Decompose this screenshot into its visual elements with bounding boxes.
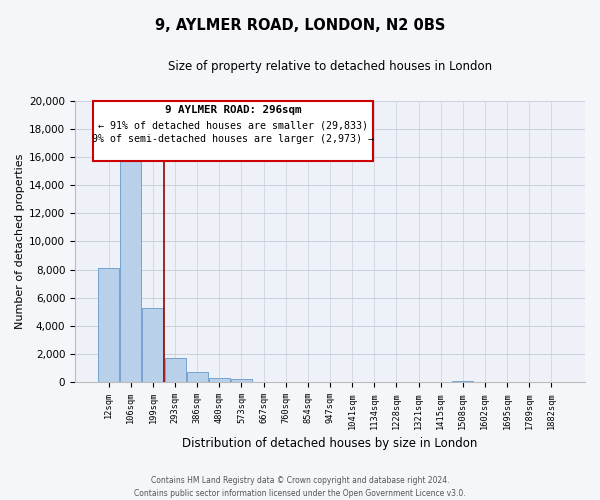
Bar — [98, 268, 119, 382]
Text: 9% of semi-detached houses are larger (2,973) →: 9% of semi-detached houses are larger (2… — [92, 134, 374, 144]
Bar — [164, 358, 185, 382]
Bar — [209, 378, 230, 382]
Text: 9 AYLMER ROAD: 296sqm: 9 AYLMER ROAD: 296sqm — [165, 105, 301, 115]
Text: 9, AYLMER ROAD, LONDON, N2 0BS: 9, AYLMER ROAD, LONDON, N2 0BS — [155, 18, 445, 32]
Bar — [121, 150, 142, 382]
Bar — [452, 381, 473, 382]
Text: Contains HM Land Registry data © Crown copyright and database right 2024.
Contai: Contains HM Land Registry data © Crown c… — [134, 476, 466, 498]
Bar — [142, 308, 163, 382]
Text: ← 91% of detached houses are smaller (29,833): ← 91% of detached houses are smaller (29… — [98, 120, 368, 130]
X-axis label: Distribution of detached houses by size in London: Distribution of detached houses by size … — [182, 437, 478, 450]
Bar — [231, 380, 252, 382]
FancyBboxPatch shape — [93, 100, 373, 161]
Bar — [187, 372, 208, 382]
Y-axis label: Number of detached properties: Number of detached properties — [15, 154, 25, 329]
Title: Size of property relative to detached houses in London: Size of property relative to detached ho… — [168, 60, 492, 73]
